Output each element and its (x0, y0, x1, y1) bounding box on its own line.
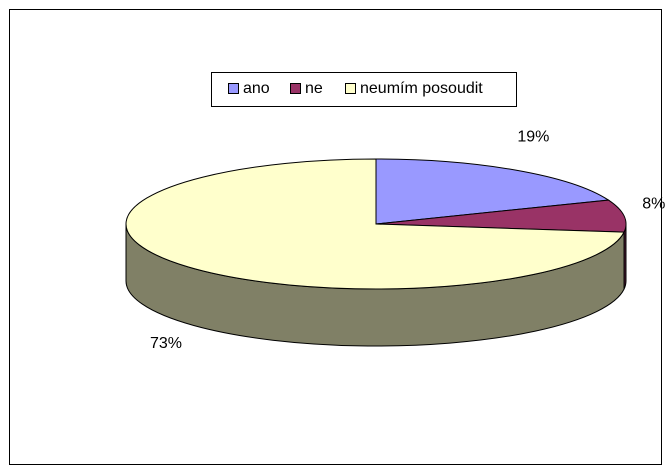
data-label: 8% (642, 195, 665, 212)
legend-swatch (228, 83, 239, 94)
legend-label: ano (243, 80, 270, 97)
legend-box (211, 72, 517, 107)
data-label: 19% (517, 129, 549, 146)
slice (375, 199, 627, 233)
legend-label: ne (305, 80, 323, 97)
legend-swatch (290, 83, 301, 94)
legend-label: neumím posoudit (360, 80, 483, 97)
slice (125, 158, 625, 290)
slice (375, 158, 610, 225)
data-label: 73% (150, 335, 182, 352)
legend-swatch (345, 83, 356, 94)
